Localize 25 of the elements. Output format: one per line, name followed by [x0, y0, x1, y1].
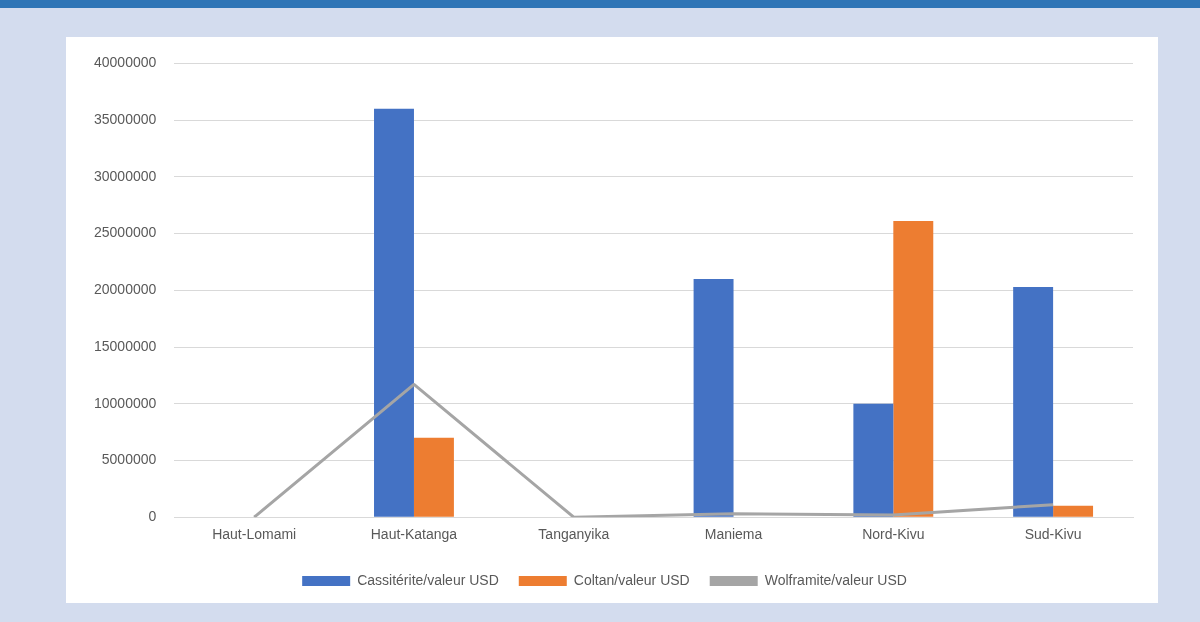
bar	[1013, 286, 1054, 517]
y-tick-label: 0	[148, 508, 157, 525]
legend-label: Coltan/valeur USD	[573, 571, 690, 588]
bar	[853, 403, 894, 517]
bar	[374, 108, 414, 517]
x-tick-label: Maniema	[704, 526, 763, 543]
y-tick-label: 20000000	[93, 281, 157, 298]
y-tick-label: 5000000	[101, 451, 157, 468]
y-tick-label: 15000000	[93, 337, 157, 354]
y-tick-label: 30000000	[93, 167, 157, 184]
x-tick-label: Nord-Kivu	[862, 526, 925, 543]
bar	[893, 221, 934, 517]
legend-label: Cassitérite/valeur USD	[357, 571, 499, 588]
y-tick-label: 25000000	[93, 224, 157, 241]
y-tick-label: 10000000	[93, 394, 157, 411]
y-tick-label: 35000000	[93, 110, 157, 127]
bar	[413, 437, 454, 517]
x-tick-label: Tanganyika	[538, 526, 610, 543]
legend-label: Wolframite/valeur USD	[764, 571, 907, 588]
y-tick-label: 40000000	[93, 54, 157, 71]
x-tick-label: Sud-Kivu	[1024, 526, 1082, 543]
bar	[1053, 505, 1094, 517]
x-tick-label: Haut-Lomami	[212, 526, 297, 543]
bar	[693, 278, 734, 517]
x-tick-label: Haut-Katanga	[370, 526, 458, 543]
